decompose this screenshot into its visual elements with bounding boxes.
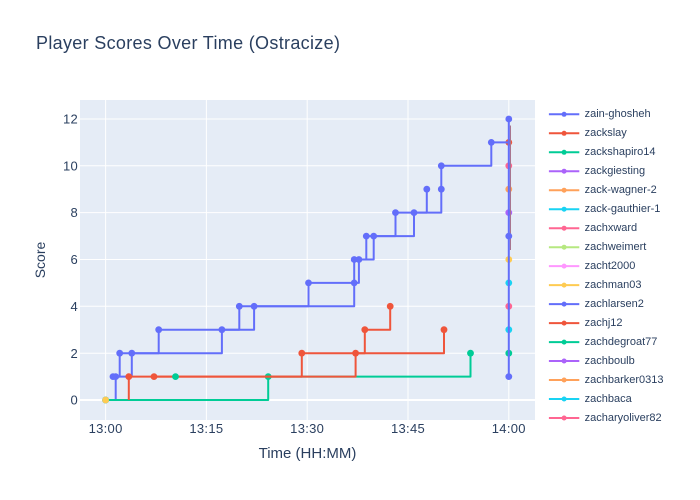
svg-text:zachdegroat77: zachdegroat77 (585, 336, 658, 348)
svg-text:Time (HH:MM): Time (HH:MM) (259, 445, 357, 462)
svg-text:12: 12 (63, 112, 78, 127)
svg-text:Score: Score (32, 242, 48, 279)
svg-text:zachman03: zachman03 (585, 279, 642, 291)
svg-text:10: 10 (63, 158, 78, 173)
svg-text:zain-ghosheh: zain-ghosheh (585, 108, 651, 120)
svg-text:zackgiesting: zackgiesting (585, 165, 646, 177)
svg-text:zachlarsen2: zachlarsen2 (585, 298, 644, 310)
svg-text:zackslay: zackslay (585, 127, 628, 139)
svg-text:zachj12: zachj12 (585, 317, 623, 329)
svg-text:8: 8 (70, 205, 78, 220)
svg-text:zachweimert: zachweimert (585, 241, 647, 253)
svg-text:2: 2 (70, 346, 78, 361)
svg-text:13:15: 13:15 (189, 421, 223, 436)
svg-text:14:00: 14:00 (492, 421, 526, 436)
svg-text:zack-gauthier-1: zack-gauthier-1 (585, 203, 661, 215)
svg-text:6: 6 (70, 252, 78, 267)
svg-text:zachxward: zachxward (585, 222, 638, 234)
svg-text:zack-wagner-2: zack-wagner-2 (585, 184, 657, 196)
svg-text:zackshapiro14: zackshapiro14 (585, 146, 656, 158)
svg-text:zacharyoliver82: zacharyoliver82 (585, 412, 662, 424)
svg-text:zacht2000: zacht2000 (585, 260, 636, 272)
svg-text:zachbarker0313: zachbarker0313 (585, 374, 664, 386)
svg-text:zachboulb: zachboulb (585, 355, 635, 367)
svg-text:13:00: 13:00 (89, 421, 123, 436)
svg-text:4: 4 (70, 299, 78, 314)
svg-text:0: 0 (70, 393, 78, 408)
svg-text:13:45: 13:45 (391, 421, 425, 436)
svg-text:Player Scores Over Time (Ostra: Player Scores Over Time (Ostracize) (36, 33, 340, 53)
svg-text:zachbaca: zachbaca (585, 393, 633, 405)
svg-text:13:30: 13:30 (290, 421, 324, 436)
